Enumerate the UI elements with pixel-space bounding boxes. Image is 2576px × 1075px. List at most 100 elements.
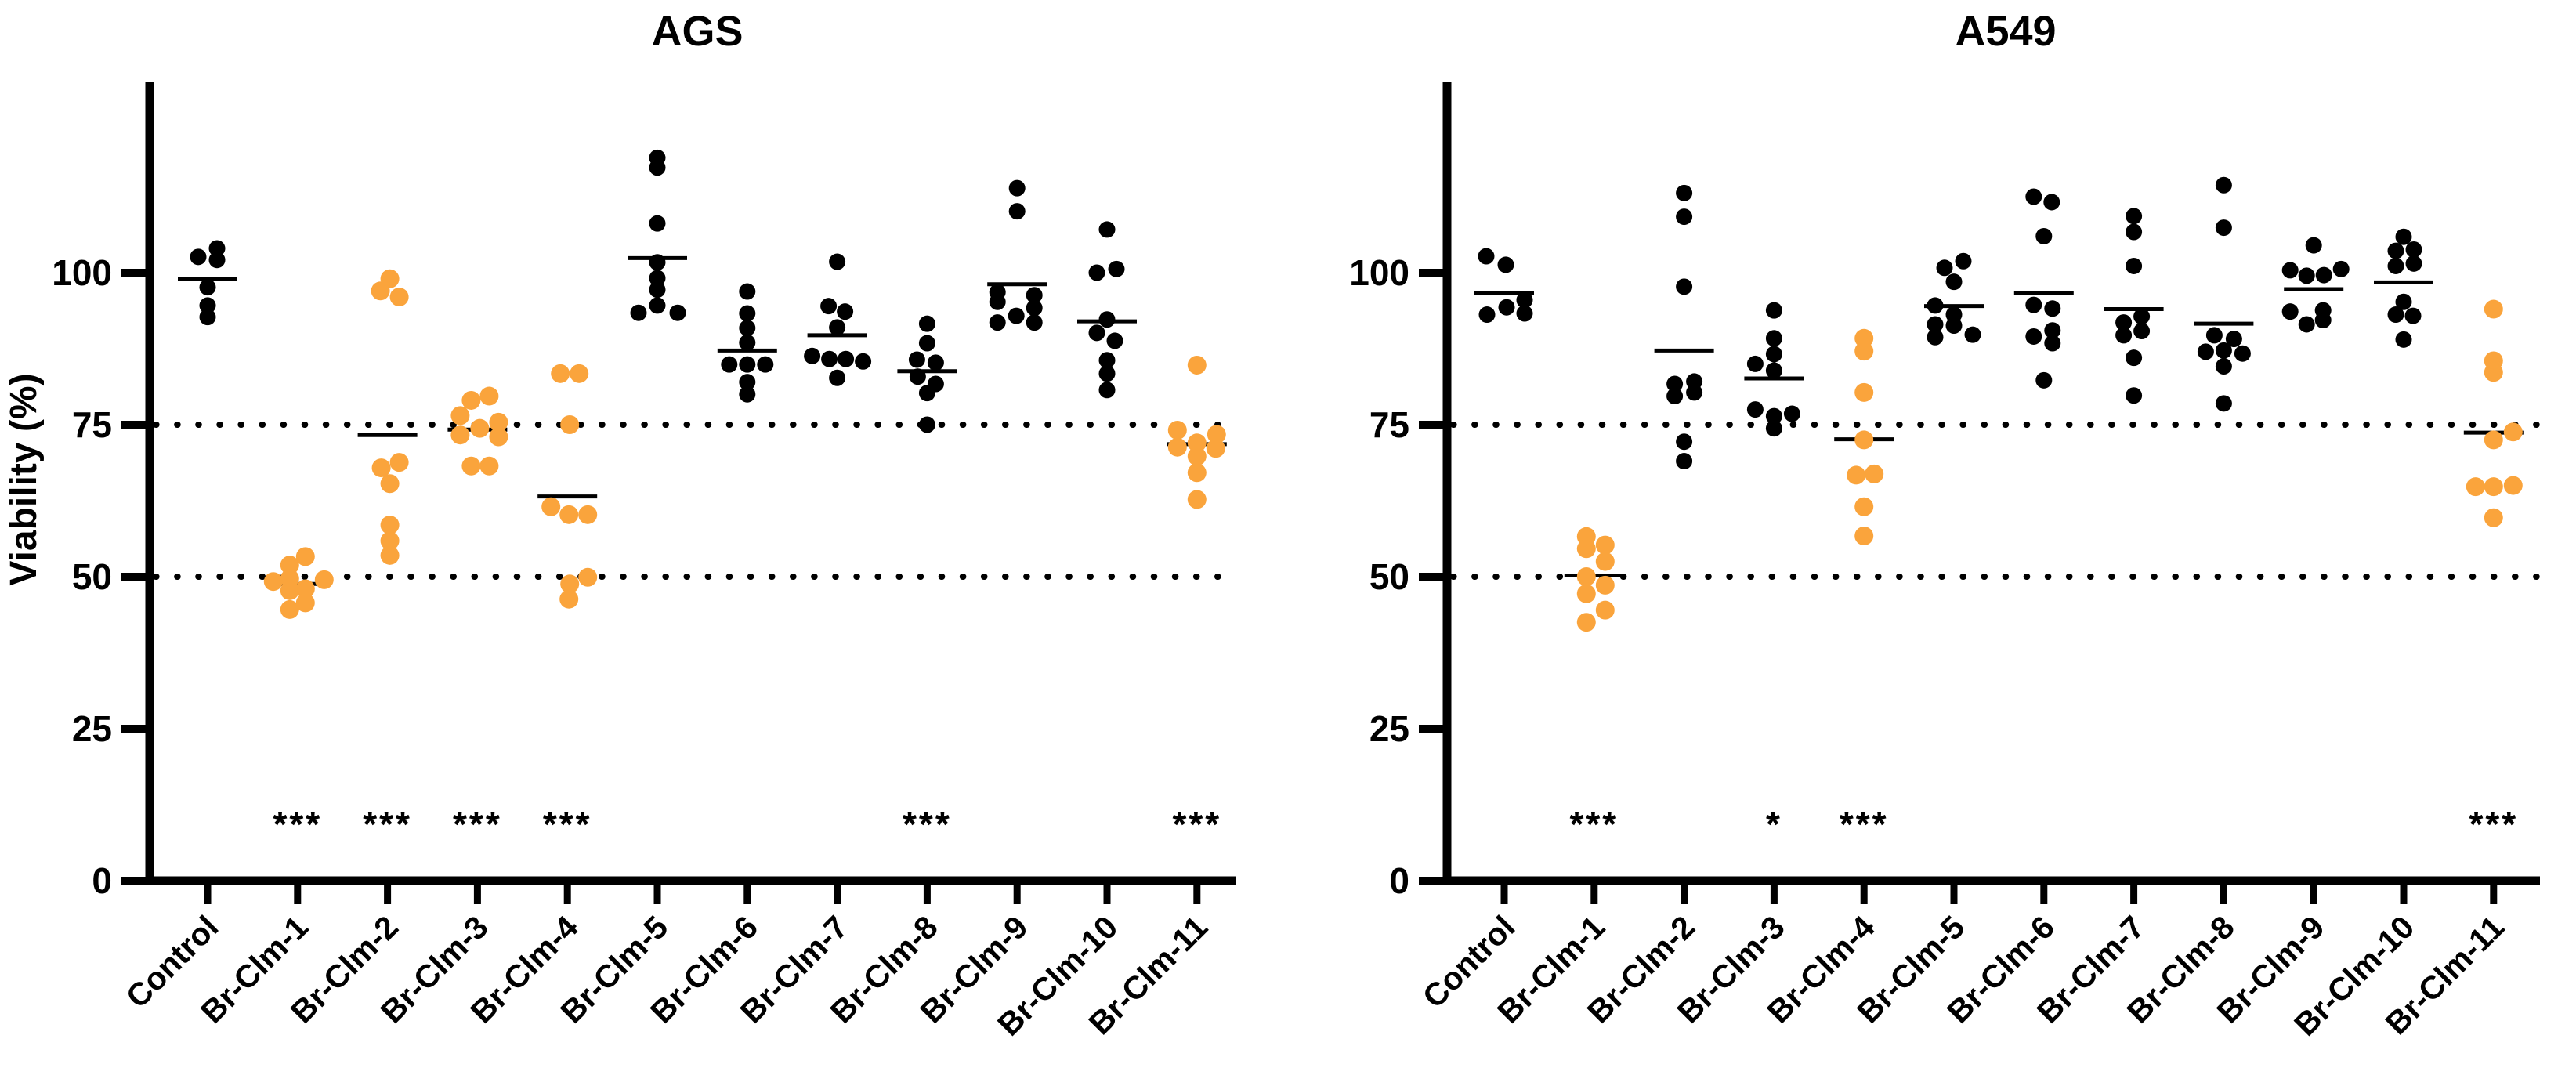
panel-title: A549 <box>1955 8 2056 55</box>
data-point <box>199 297 216 314</box>
y-tick-label-25: 25 <box>72 708 112 749</box>
data-point <box>2126 349 2143 367</box>
group-br-clm-1: Br-Clm-1*** <box>1490 527 1624 1030</box>
data-point <box>2044 322 2061 339</box>
data-point <box>1008 307 1025 324</box>
data-point <box>1098 221 1116 238</box>
data-point <box>649 254 666 271</box>
data-point <box>2133 308 2151 325</box>
data-point <box>541 497 561 516</box>
significance-marker: *** <box>1840 804 1889 845</box>
data-point <box>2395 228 2412 245</box>
data-point <box>280 581 299 600</box>
data-point <box>2225 331 2242 348</box>
y-tick-label-75: 75 <box>72 404 112 445</box>
data-point <box>2484 477 2503 497</box>
data-point <box>1676 184 1693 201</box>
y-tick-label-0: 0 <box>92 860 112 901</box>
data-point <box>1026 287 1043 304</box>
y-tick-label-100: 100 <box>1349 252 1409 293</box>
data-point <box>2234 345 2251 362</box>
data-point <box>1686 384 1703 401</box>
data-point <box>1206 439 1225 458</box>
data-point <box>908 351 925 368</box>
data-point <box>389 288 409 307</box>
data-point <box>2115 314 2133 331</box>
data-point <box>649 215 666 232</box>
data-point <box>2044 300 2061 317</box>
data-point <box>2503 476 2523 495</box>
data-point <box>2484 299 2503 319</box>
data-point <box>2043 194 2060 211</box>
panel-a549: A5490255075100ControlBr-Clm-1***Br-Clm-2… <box>1349 8 2543 1043</box>
data-point <box>1746 401 1764 418</box>
data-point <box>649 281 666 299</box>
data-point <box>1854 527 1874 546</box>
data-point <box>1516 291 1533 309</box>
data-point <box>314 570 334 589</box>
data-point <box>2305 237 2322 254</box>
data-point <box>380 474 400 494</box>
data-point <box>918 335 935 352</box>
data-point <box>559 589 579 609</box>
y-tick-label-0: 0 <box>1389 860 1409 901</box>
data-point <box>199 279 216 296</box>
data-point <box>804 347 821 364</box>
data-point <box>1854 430 1874 450</box>
data-point <box>829 253 846 270</box>
data-point <box>989 293 1006 310</box>
data-point <box>280 556 299 575</box>
data-point <box>479 456 499 476</box>
data-point <box>2215 176 2232 194</box>
data-point <box>551 364 570 383</box>
data-point <box>1666 375 1684 393</box>
data-point <box>2115 327 2133 344</box>
y-axis-title: Viability (%) <box>3 373 45 585</box>
group-control: Control <box>1416 248 1534 1015</box>
data-point <box>909 368 926 385</box>
data-point <box>1945 273 1963 291</box>
data-point <box>2387 306 2404 324</box>
data-point <box>649 297 666 314</box>
data-point <box>1187 463 1207 483</box>
data-point <box>450 425 470 445</box>
data-point <box>461 456 481 476</box>
data-point <box>1595 552 1615 571</box>
data-point <box>2126 223 2143 241</box>
data-point <box>2314 312 2332 329</box>
data-point <box>927 354 944 371</box>
data-point <box>1854 497 1874 516</box>
data-point <box>1595 535 1615 555</box>
data-point <box>1765 407 1782 425</box>
data-point <box>559 505 579 524</box>
data-point <box>2484 430 2503 450</box>
data-point <box>190 248 207 266</box>
data-point <box>649 270 666 287</box>
data-point <box>918 315 935 332</box>
data-point <box>450 406 470 425</box>
data-point <box>1516 305 1533 322</box>
data-point <box>208 252 226 269</box>
data-point <box>2503 422 2523 442</box>
data-point <box>2332 260 2350 277</box>
data-point <box>1187 447 1207 466</box>
data-point <box>2025 328 2042 345</box>
data-point <box>1676 278 1693 295</box>
data-point <box>1765 302 1782 319</box>
group-br-clm-9: Br-Clm-9 <box>914 179 1047 1030</box>
data-point <box>2215 395 2232 412</box>
data-point <box>2298 316 2315 333</box>
data-point <box>1927 316 1944 333</box>
y-tick-label-75: 75 <box>1369 404 1409 445</box>
data-point <box>2281 262 2299 279</box>
data-point <box>1865 464 1884 483</box>
y-tick-label-50: 50 <box>72 556 112 597</box>
data-point <box>389 453 409 472</box>
data-point <box>1167 420 1187 440</box>
data-point <box>837 303 854 320</box>
significance-marker: *** <box>2469 804 2518 845</box>
group-br-clm-8: Br-Clm-8 <box>2120 176 2254 1030</box>
y-tick-label-100: 100 <box>52 252 112 293</box>
data-point <box>489 412 508 432</box>
